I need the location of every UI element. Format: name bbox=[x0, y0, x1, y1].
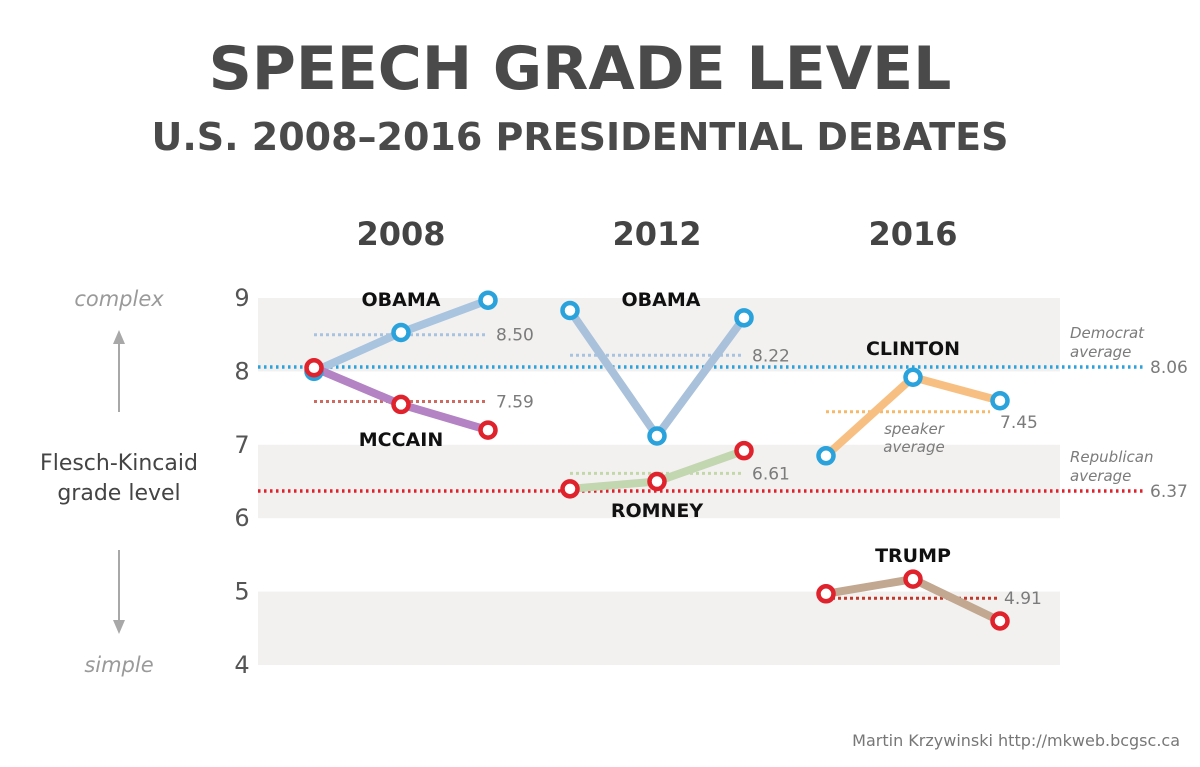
candidate-labels: OBAMA MCCAIN OBAMA ROMNEY CLINTON TRUMP bbox=[359, 289, 960, 567]
party-average-label-0-a: Democrat bbox=[1070, 324, 1145, 342]
marker-mccain-2008-2 bbox=[391, 394, 411, 415]
label-clinton: CLINTON bbox=[866, 338, 960, 360]
y-tick-8: 8 bbox=[234, 357, 249, 385]
average-value-obama-2008: 8.50 bbox=[496, 326, 534, 346]
label-trump: TRUMP bbox=[875, 545, 951, 567]
simple-label: simple bbox=[84, 653, 153, 677]
marker-obama-2008-2 bbox=[391, 322, 411, 343]
label-obama-2012: OBAMA bbox=[622, 289, 701, 311]
marker-romney-2012-2 bbox=[647, 471, 667, 492]
chart-subtitle: U.S. 2008–2016 PRESIDENTIAL DEBATES bbox=[151, 115, 1008, 159]
average-value-clinton-2016: 7.45 bbox=[1000, 413, 1038, 433]
average-value-trump-2016: 4.91 bbox=[1004, 589, 1042, 609]
marker-romney-2012-3 bbox=[734, 440, 754, 461]
complex-label: complex bbox=[74, 287, 164, 311]
credit-text: Martin Krzywinski http://mkweb.bcgsc.ca bbox=[852, 731, 1180, 750]
speaker-average-label-1: speaker bbox=[884, 420, 945, 438]
marker-trump-2016-3 bbox=[990, 611, 1010, 631]
up-arrow-icon bbox=[113, 330, 125, 412]
party-average-label-1-a: Republican bbox=[1070, 448, 1153, 466]
marker-obama-2012-3 bbox=[734, 308, 754, 328]
y-tick-9: 9 bbox=[234, 284, 249, 312]
label-mccain: MCCAIN bbox=[359, 429, 443, 451]
marker-clinton-2016-3 bbox=[990, 391, 1010, 411]
party-average-label-1-b: average bbox=[1070, 467, 1131, 485]
y-axis-label-line-2: grade level bbox=[57, 481, 180, 506]
marker-mccain-2008-1 bbox=[304, 357, 324, 378]
marker-obama-2008-3 bbox=[478, 290, 498, 310]
average-value-romney-2012: 6.61 bbox=[752, 464, 790, 484]
chart-title: SPEECH GRADE LEVEL bbox=[209, 34, 952, 104]
party-average-value-1: 6.37 bbox=[1150, 482, 1188, 502]
marker-clinton-2016-1 bbox=[816, 446, 836, 466]
y-axis-ticks: 4 5 6 7 8 9 bbox=[234, 284, 249, 679]
speaker-average-label-2: average bbox=[883, 438, 944, 456]
series-layer bbox=[304, 290, 1010, 631]
marker-obama-2012-1 bbox=[560, 300, 580, 321]
y-axis-label-line-1: Flesch-Kincaid bbox=[40, 451, 198, 476]
marker-trump-2016-1 bbox=[816, 584, 836, 604]
year-header-2012: 2012 bbox=[612, 215, 701, 253]
marker-clinton-2016-2 bbox=[903, 367, 923, 388]
y-tick-6: 6 bbox=[234, 504, 249, 532]
year-headers: 2008 2012 2016 bbox=[356, 215, 957, 253]
band-0 bbox=[258, 591, 1060, 665]
party-average-label-0-b: average bbox=[1070, 343, 1131, 361]
label-obama-2008: OBAMA bbox=[362, 289, 441, 311]
y-axis-label: Flesch-Kincaid grade level bbox=[40, 451, 198, 506]
marker-mccain-2008-3 bbox=[478, 420, 498, 440]
year-header-2016: 2016 bbox=[868, 215, 957, 253]
y-tick-7: 7 bbox=[234, 431, 249, 459]
year-header-2008: 2008 bbox=[356, 215, 445, 253]
marker-romney-2012-1 bbox=[560, 479, 580, 499]
party-average-value-0: 8.06 bbox=[1150, 358, 1188, 378]
y-tick-5: 5 bbox=[234, 578, 249, 606]
marker-trump-2016-2 bbox=[903, 569, 923, 589]
down-arrow-icon bbox=[113, 550, 125, 634]
y-tick-4: 4 bbox=[234, 651, 249, 679]
average-value-mccain-2008: 7.59 bbox=[496, 392, 534, 412]
marker-obama-2012-2 bbox=[647, 426, 667, 446]
label-romney: ROMNEY bbox=[611, 500, 704, 522]
average-value-obama-2012: 8.22 bbox=[752, 346, 790, 366]
